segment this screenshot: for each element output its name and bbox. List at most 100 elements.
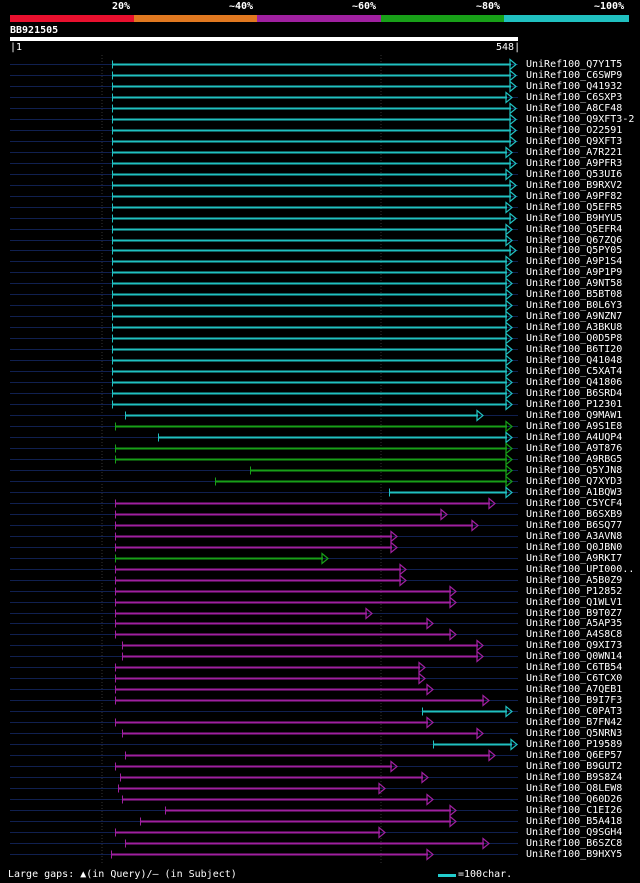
hit-label[interactable]: UniRef100_B9GUT2 [526,760,623,772]
hit-bar [113,381,507,384]
hit-label[interactable]: UniRef100_C6SWP9 [526,69,623,81]
hit-label[interactable]: UniRef100_B9T0Z7 [526,607,623,619]
hit-start-tick [120,773,121,782]
hit-label[interactable]: UniRef100_P12301 [526,398,623,410]
hit-label[interactable]: UniRef100_A9PFR3 [526,157,623,169]
hit-label[interactable]: UniRef100_A9PF82 [526,190,623,202]
hit-label[interactable]: UniRef100_B6TI20 [526,343,623,355]
hit-label[interactable]: UniRef100_O22591 [526,124,623,136]
hit-label[interactable]: UniRef100_B9HYU5 [526,212,623,224]
hit-arrow [509,102,517,115]
hit-label[interactable]: UniRef100_Q7XYD3 [526,475,623,487]
hit-label[interactable]: UniRef100_A8CF48 [526,102,623,114]
hit-label[interactable]: UniRef100_B9RXV2 [526,179,623,191]
hit-start-tick [115,663,116,672]
hit-label[interactable]: UniRef100_B7FN42 [526,716,623,728]
hit-label[interactable]: UniRef100_A9T876 [526,442,623,454]
hit-label[interactable]: UniRef100_B5BT08 [526,288,623,300]
hit-label[interactable]: UniRef100_Q41932 [526,80,623,92]
hit-start-tick [115,499,116,508]
hit-label[interactable]: UniRef100_Q9XFT3-2 [526,113,635,125]
hit-label[interactable]: UniRef100_A3AVN8 [526,530,623,542]
hit-label[interactable]: UniRef100_Q0WN14 [526,650,623,662]
hit-arrow [421,771,429,784]
hit-label[interactable]: UniRef100_B9I7F3 [526,694,623,706]
hit-arrow [505,223,513,236]
hit-label[interactable]: UniRef100_Q60D26 [526,793,623,805]
hit-label[interactable]: UniRef100_UPI000.. [526,563,635,575]
hit-label[interactable]: UniRef100_A5B0Z9 [526,574,623,586]
hit-label[interactable]: UniRef100_A9NT58 [526,277,623,289]
hit-label[interactable]: UniRef100_A7QEB1 [526,683,623,695]
hit-label[interactable]: UniRef100_B9S8Z4 [526,771,623,783]
hit-label[interactable]: UniRef100_C6TB54 [526,661,623,673]
hit-label[interactable]: UniRef100_C5XAT4 [526,365,623,377]
hit-start-tick [215,477,216,486]
hit-bar [116,601,451,604]
hit-label[interactable]: UniRef100_B5A418 [526,815,623,827]
hit-label[interactable]: UniRef100_Q6EP57 [526,749,623,761]
hit-arrow [505,420,513,433]
hit-label[interactable]: UniRef100_Q9SGH4 [526,826,623,838]
hit-label[interactable]: UniRef100_Q67ZQ6 [526,234,623,246]
hit-label[interactable]: UniRef100_C0PAT3 [526,705,623,717]
hit-label[interactable]: UniRef100_Q8LEW8 [526,782,623,794]
hit-arrow [440,508,448,521]
hit-label[interactable]: UniRef100_B6SXB9 [526,508,623,520]
hit-label[interactable]: UniRef100_Q9MAW1 [526,409,623,421]
hit-label[interactable]: UniRef100_Q5EFR4 [526,223,623,235]
hit-label[interactable]: UniRef100_Q0D5P8 [526,332,623,344]
hit-label[interactable]: UniRef100_Q7Y1T5 [526,58,623,70]
hit-label[interactable]: UniRef100_P19589 [526,738,623,750]
hit-label[interactable]: UniRef100_A9RBG5 [526,453,623,465]
hit-label[interactable]: UniRef100_Q1WLV1 [526,596,623,608]
hit-label[interactable]: UniRef100_Q0JBN0 [526,541,623,553]
hit-label[interactable]: UniRef100_A4UQP4 [526,431,623,443]
hit-label[interactable]: UniRef100_B6SQ77 [526,519,623,531]
hit-label[interactable]: UniRef100_C6TCX0 [526,672,623,684]
gaps-legend: Large gaps: ▲(in Query)/– (in Subject) [8,869,237,880]
hit-label[interactable]: UniRef100_A5AP35 [526,617,623,629]
hit-bar [119,787,380,790]
hit-start-tick [140,817,141,826]
hit-label[interactable]: UniRef100_B6SRD4 [526,387,623,399]
hit-label[interactable]: UniRef100_C1EI26 [526,804,623,816]
hit-arrow [505,486,513,499]
hit-label[interactable]: UniRef100_C6SXP3 [526,91,623,103]
hit-bar [113,107,511,110]
hit-arrow [378,782,386,795]
hit-label[interactable]: UniRef100_B9HXY5 [526,848,623,860]
hit-arrow [476,727,484,740]
hit-label[interactable]: UniRef100_Q53UI6 [526,168,623,180]
hit-arrow [505,354,513,367]
hit-label[interactable]: UniRef100_A1BQW3 [526,486,623,498]
hit-label[interactable]: UniRef100_Q41048 [526,354,623,366]
hit-label[interactable]: UniRef100_A9P1P9 [526,266,623,278]
hit-label[interactable]: UniRef100_A9RKI7 [526,552,623,564]
hit-bar [116,524,473,527]
hit-label[interactable]: UniRef100_A4S8C8 [526,628,623,640]
hit-label[interactable]: UniRef100_P12852 [526,585,623,597]
scale-label-2: ~40% [229,1,254,12]
hit-label[interactable]: UniRef100_B0L6Y3 [526,299,623,311]
hit-arrow [321,552,329,565]
hit-start-tick [125,751,126,760]
hit-bar [116,590,451,593]
hit-label[interactable]: UniRef100_Q41806 [526,376,623,388]
hit-label[interactable]: UniRef100_A9S1E8 [526,420,623,432]
hit-label[interactable]: UniRef100_Q5YJN8 [526,464,623,476]
hit-label[interactable]: UniRef100_Q9XFT3 [526,135,623,147]
hit-label[interactable]: UniRef100_B6SZC8 [526,837,623,849]
hit-label[interactable]: UniRef100_Q9XI73 [526,639,623,651]
hit-label[interactable]: UniRef100_A9P1S4 [526,255,623,267]
hit-label[interactable]: UniRef100_A7R221 [526,146,623,158]
hit-arrow [509,179,517,192]
hit-label[interactable]: UniRef100_A3BKU8 [526,321,623,333]
hit-label[interactable]: UniRef100_A9NZN7 [526,310,623,322]
hit-label[interactable]: UniRef100_C5YCF4 [526,497,623,509]
hit-start-tick [112,137,113,146]
hit-label[interactable]: UniRef100_Q5PY05 [526,244,623,256]
hit-label[interactable]: UniRef100_Q5NRN3 [526,727,623,739]
hit-label[interactable]: UniRef100_Q5EFR5 [526,201,623,213]
hit-bar [113,118,511,121]
